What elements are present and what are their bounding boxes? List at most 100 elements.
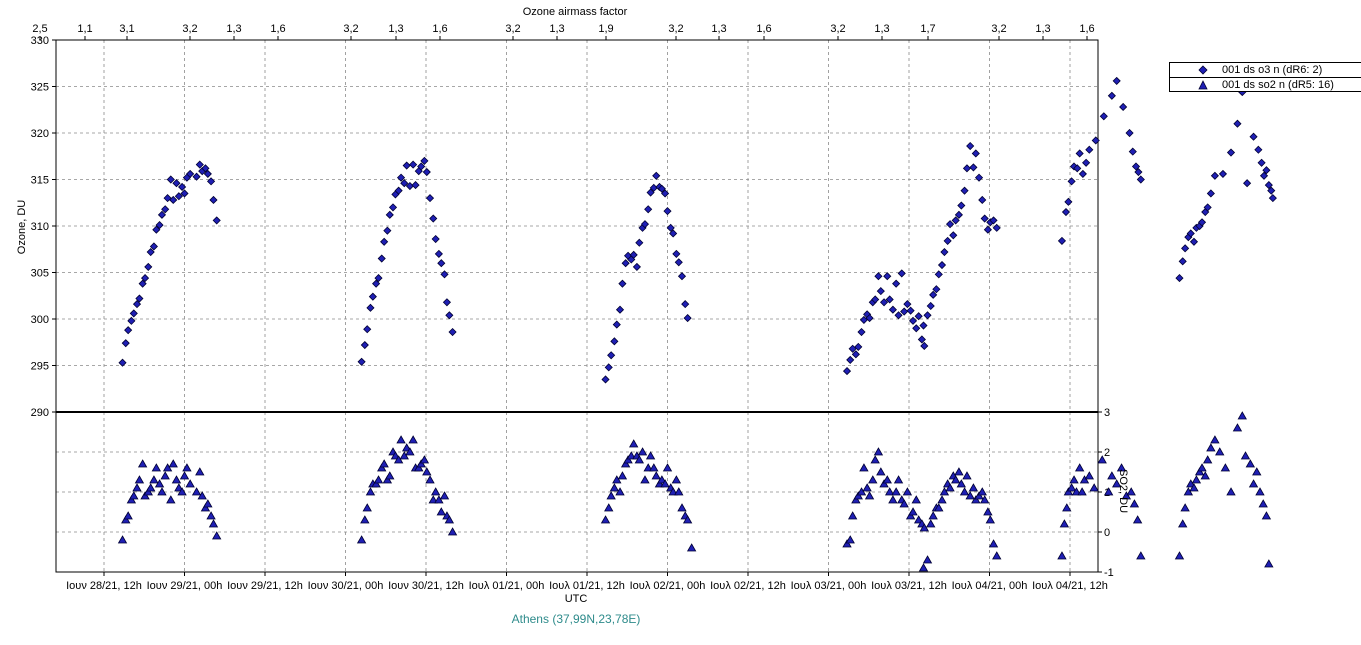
upper-y-tick-label: 290 bbox=[31, 407, 49, 419]
o3-data-point bbox=[1259, 171, 1269, 180]
triangle-marker-icon bbox=[1198, 79, 1208, 89]
o3-data-point bbox=[917, 335, 926, 344]
so2-data-point bbox=[1252, 467, 1262, 476]
o3-data-point bbox=[1061, 207, 1071, 217]
so2-data-point bbox=[1232, 423, 1243, 432]
so2-data-point bbox=[149, 475, 159, 484]
o3-data-point bbox=[448, 327, 457, 337]
o3-data-point bbox=[1254, 145, 1263, 154]
so2-data-point bbox=[971, 495, 981, 504]
upper-y-tick-label: 300 bbox=[31, 314, 49, 326]
o3-data-point bbox=[966, 141, 975, 151]
so2-data-point bbox=[682, 515, 693, 524]
o3-data-point bbox=[1125, 128, 1134, 138]
o3-data-point bbox=[1267, 186, 1276, 195]
o3-data-point bbox=[1175, 274, 1184, 283]
so2-data-point bbox=[992, 551, 1002, 560]
upper-y-tick-label: 310 bbox=[31, 221, 49, 233]
so2-data-point bbox=[604, 503, 614, 512]
o3-data-point bbox=[135, 294, 144, 303]
so2-data-point bbox=[1202, 455, 1213, 464]
o3-data-point bbox=[912, 324, 921, 333]
so2-data-point bbox=[168, 459, 178, 468]
o3-data-point bbox=[425, 194, 435, 203]
so2-data-point bbox=[634, 455, 645, 464]
top-tick-label: 1,7 bbox=[920, 23, 935, 35]
o3-data-point bbox=[152, 225, 161, 234]
so2-data-point bbox=[847, 511, 858, 520]
so2-data-point bbox=[868, 475, 878, 484]
o3-data-point bbox=[1064, 197, 1073, 206]
so2-data-point bbox=[911, 495, 921, 504]
so2-data-point bbox=[171, 475, 182, 484]
o3-data-point bbox=[127, 316, 136, 325]
so2-data-point bbox=[212, 531, 222, 540]
so2-data-point bbox=[864, 491, 875, 500]
o3-data-point bbox=[442, 298, 451, 307]
so2-data-point bbox=[853, 491, 863, 500]
o3-data-point bbox=[943, 236, 952, 245]
o3-data-point bbox=[1085, 145, 1094, 154]
so2-data-point bbox=[654, 479, 665, 488]
o3-data-point bbox=[440, 270, 449, 279]
so2-data-point bbox=[660, 479, 670, 488]
o3-data-point bbox=[974, 173, 984, 182]
so2-data-point bbox=[434, 495, 444, 504]
so2-data-point bbox=[934, 503, 944, 512]
o3-data-point bbox=[417, 162, 426, 171]
x-tick-label: Ιουν 30/21, 12h bbox=[388, 580, 464, 592]
so2-data-point bbox=[1255, 487, 1265, 496]
so2-data-point bbox=[959, 487, 970, 496]
upper-y-tick-label: 305 bbox=[31, 268, 49, 280]
o3-data-point bbox=[1119, 102, 1128, 112]
so2-data-point bbox=[356, 535, 367, 544]
so2-data-point bbox=[203, 499, 213, 508]
o3-data-point bbox=[377, 254, 386, 263]
grid-lines bbox=[56, 40, 1098, 572]
o3-data-point bbox=[1082, 158, 1091, 167]
so2-data-point bbox=[856, 487, 867, 496]
so2-data-point bbox=[913, 515, 924, 524]
so2-data-point bbox=[612, 475, 622, 484]
o3-data-point bbox=[169, 195, 178, 205]
so2-data-point bbox=[870, 455, 880, 464]
legend-item-so2: 001 ds so2 n (dR5: 16) bbox=[1170, 77, 1361, 91]
so2-data-point bbox=[926, 519, 936, 528]
o3-data-point bbox=[445, 311, 454, 320]
top-tick-label: 1,6 bbox=[1079, 23, 1094, 35]
so2-data-point bbox=[862, 483, 872, 492]
o3-data-point bbox=[926, 301, 935, 311]
plot-frame bbox=[55, 39, 1099, 573]
o3-data-point bbox=[203, 169, 212, 178]
o3-data-point bbox=[129, 309, 138, 318]
x-tick-label: Ιουλ 04/21, 00h bbox=[952, 580, 1028, 592]
o3-data-point bbox=[138, 279, 147, 288]
o3-data-point bbox=[166, 175, 175, 184]
o3-data-point bbox=[632, 262, 641, 271]
so2-data-point bbox=[888, 495, 898, 504]
o3-data-point bbox=[934, 270, 943, 279]
so2-data-point bbox=[951, 475, 961, 484]
so2-data-point bbox=[677, 503, 687, 512]
so2-data-point bbox=[686, 543, 697, 552]
o3-data-point bbox=[372, 279, 381, 288]
so2-data-point bbox=[390, 451, 401, 460]
chart-legend: 001 ds o3 n (dR6: 2) 001 ds so2 n (dR5: … bbox=[1169, 62, 1361, 92]
so2-data-point bbox=[668, 487, 678, 496]
so2-data-point bbox=[177, 487, 187, 496]
so2-data-point bbox=[965, 491, 975, 500]
so2-data-point bbox=[671, 475, 682, 484]
so2-data-point bbox=[129, 491, 139, 500]
o3-data-point bbox=[894, 311, 903, 320]
so2-data-point bbox=[937, 495, 947, 504]
so2-data-point bbox=[1062, 503, 1072, 512]
o3-data-point bbox=[681, 300, 690, 309]
upper-y-tick-label: 315 bbox=[31, 175, 49, 187]
so2-data-point bbox=[365, 487, 376, 496]
x-tick-label: Ιουλ 01/21, 00h bbox=[469, 580, 545, 592]
so2-data-point bbox=[1178, 519, 1188, 528]
o3-data-point bbox=[923, 311, 932, 320]
lower-y-tick-label: -1 bbox=[1104, 567, 1114, 579]
o3-data-point bbox=[402, 161, 411, 170]
